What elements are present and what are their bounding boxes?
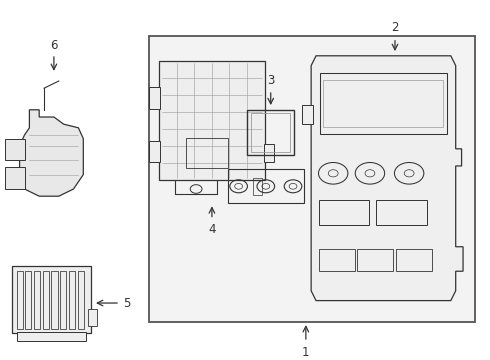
- Bar: [302, 105, 313, 124]
- Bar: [149, 36, 475, 322]
- Text: 2: 2: [391, 21, 399, 34]
- Bar: [159, 61, 265, 180]
- Bar: [376, 200, 427, 225]
- Bar: [323, 80, 443, 127]
- Bar: [43, 271, 49, 329]
- Bar: [357, 249, 393, 271]
- Bar: [77, 271, 84, 329]
- Text: 4: 4: [208, 223, 216, 236]
- Text: 1: 1: [302, 346, 310, 359]
- Bar: [149, 141, 160, 162]
- Text: 6: 6: [50, 39, 58, 52]
- Bar: [5, 167, 24, 189]
- Bar: [51, 271, 57, 329]
- Bar: [264, 144, 274, 162]
- Polygon shape: [20, 110, 83, 196]
- Bar: [396, 249, 432, 271]
- Text: 3: 3: [267, 75, 274, 87]
- Bar: [25, 271, 31, 329]
- Bar: [251, 113, 290, 152]
- Bar: [318, 249, 355, 271]
- Bar: [149, 87, 160, 109]
- Bar: [247, 110, 294, 155]
- Bar: [34, 271, 40, 329]
- Polygon shape: [311, 56, 463, 301]
- Bar: [320, 73, 447, 134]
- Bar: [69, 271, 75, 329]
- Bar: [318, 200, 369, 225]
- Bar: [253, 178, 262, 195]
- Bar: [12, 266, 91, 333]
- Bar: [17, 332, 86, 341]
- Text: 5: 5: [123, 297, 131, 310]
- Bar: [17, 271, 23, 329]
- Bar: [228, 169, 304, 203]
- Bar: [60, 271, 66, 329]
- Bar: [5, 139, 24, 160]
- Bar: [186, 138, 228, 168]
- Bar: [88, 309, 97, 326]
